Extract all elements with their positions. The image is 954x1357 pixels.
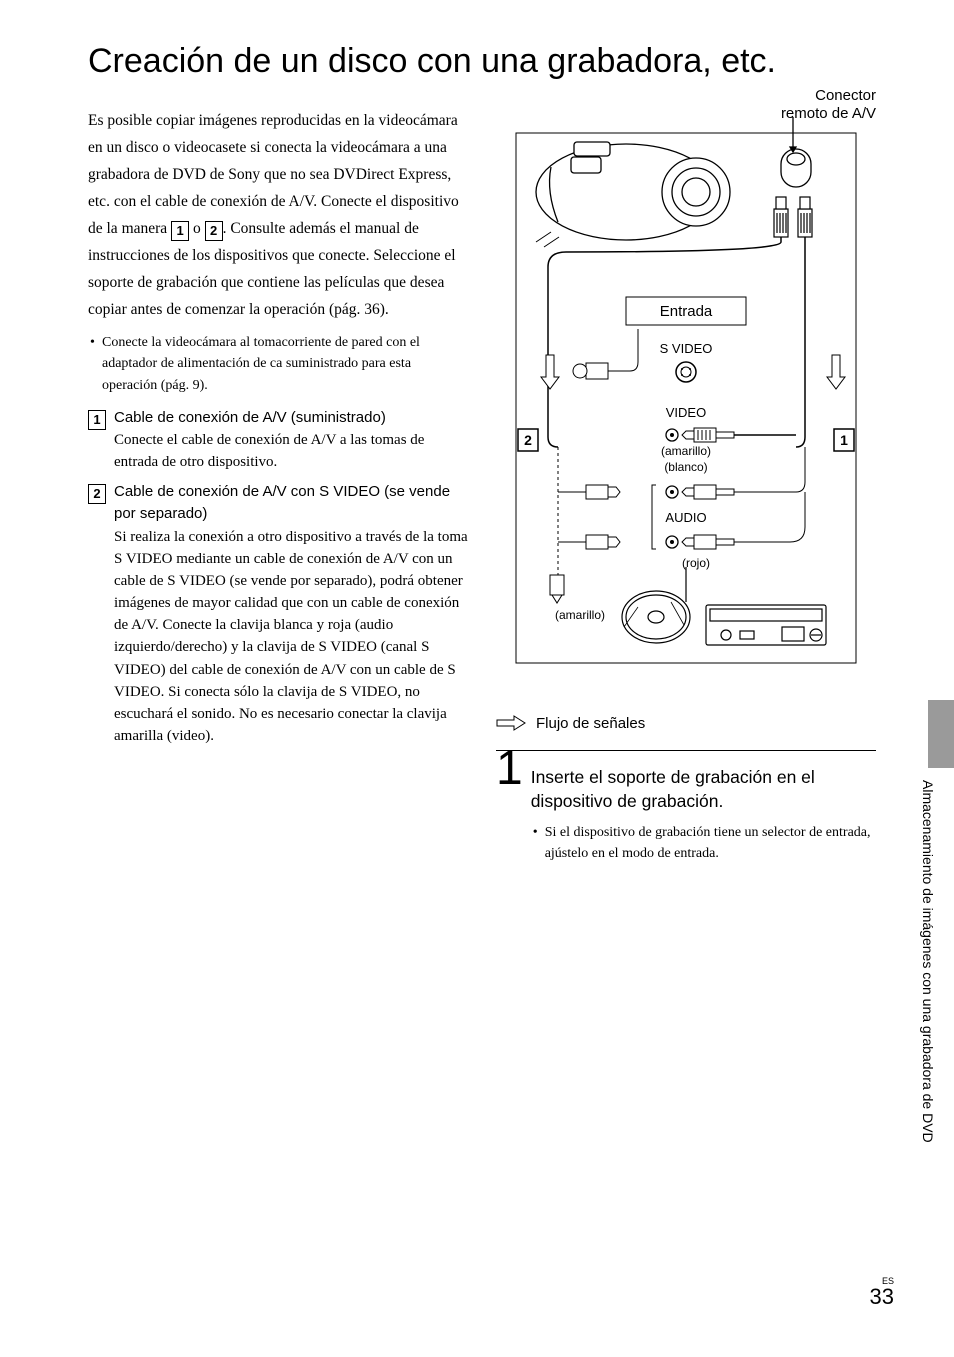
connection-diagram: Entrada S VIDEO VIDEO bbox=[496, 97, 876, 707]
page-number-block: ES 33 bbox=[870, 1277, 894, 1309]
step-title: Inserte el soporte de grabación en el di… bbox=[531, 765, 876, 814]
left-column: Es posible copiar imágenes reproducidas … bbox=[88, 107, 468, 864]
svideo-label: S VIDEO bbox=[660, 341, 713, 356]
cable1-desc: Conecte el cable de conexión de A/V a la… bbox=[114, 429, 468, 473]
bullet-icon: • bbox=[88, 332, 102, 397]
entrada-label: Entrada bbox=[660, 303, 713, 320]
cable-num-2: 2 bbox=[88, 484, 106, 504]
step-bullet-text: Si el dispositivo de grabación tiene un … bbox=[545, 822, 876, 864]
cable-num-1: 1 bbox=[88, 410, 106, 430]
right-column: Conector remoto de A/V bbox=[496, 107, 876, 864]
intro-text-mid: o bbox=[189, 220, 205, 237]
intro-paragraph: Es posible copiar imágenes reproducidas … bbox=[88, 107, 468, 324]
camcorder-icon bbox=[536, 117, 811, 240]
cable1-title: Cable de conexión de A/V (suministrado) bbox=[114, 407, 468, 429]
diagram-box-1: 1 bbox=[840, 432, 848, 448]
amarillo-label-1: (amarillo) bbox=[661, 444, 711, 458]
blanco-label: (blanco) bbox=[664, 460, 707, 474]
side-tab-text: Almacenamiento de imágenes con una graba… bbox=[920, 780, 936, 1143]
video-label: VIDEO bbox=[666, 405, 706, 420]
cable2-desc: Si realiza la conexión a otro dispositiv… bbox=[114, 526, 468, 748]
page-title: Creación de un disco con una grabadora, … bbox=[88, 40, 894, 83]
flow-label: Flujo de señales bbox=[536, 715, 645, 732]
side-tab: Almacenamiento de imágenes con una graba… bbox=[910, 700, 954, 1260]
cable2-title: Cable de conexión de A/V con S VIDEO (se… bbox=[114, 481, 468, 525]
recorder-icon bbox=[622, 567, 826, 645]
flow-legend: Flujo de señales bbox=[496, 715, 876, 732]
flow-arrow-icon bbox=[496, 715, 526, 731]
step-1: 1 Inserte el soporte de grabación en el … bbox=[496, 750, 876, 864]
inline-num-1: 1 bbox=[171, 221, 189, 241]
audio-label: AUDIO bbox=[665, 510, 706, 525]
bullet-icon: • bbox=[531, 822, 545, 864]
diagram-box-2: 2 bbox=[524, 432, 532, 448]
tab-marker bbox=[928, 700, 954, 768]
inline-num-2: 2 bbox=[205, 221, 223, 241]
intro-text-1: Es posible copiar imágenes reproducidas … bbox=[88, 112, 459, 238]
amarillo-label-2: (amarillo) bbox=[555, 608, 605, 622]
diagram-svg: Entrada S VIDEO VIDEO bbox=[496, 97, 876, 707]
page-number: 33 bbox=[870, 1284, 894, 1309]
step-number: 1 bbox=[496, 747, 523, 864]
bullet-text-1: Conecte la videocámara al tomacorriente … bbox=[102, 332, 468, 397]
